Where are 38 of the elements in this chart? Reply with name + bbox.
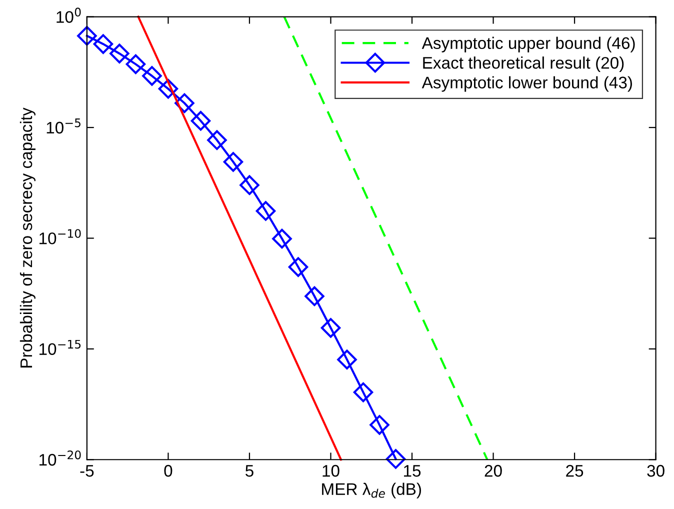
x-tick-label: 0 [164,464,172,477]
y-tick-label: 10$^{0}$ [56,8,81,23]
point [158,78,178,99]
point [142,66,162,86]
point [207,130,227,150]
point [223,152,244,172]
x-tick-label: 25 [566,464,584,477]
x-tick-label: 15 [404,465,421,477]
point [272,228,292,249]
point [353,382,374,402]
legend-label: Asymptotic upper bound (46) [422,36,635,52]
y-tick-label: 10$^{−10}$ [40,229,81,244]
point [386,449,406,469]
point [93,34,114,54]
point [370,415,390,435]
x-tick-label: 5 [246,465,254,477]
point [174,93,194,114]
x-tick-label: 20 [484,464,502,477]
point [256,201,276,221]
point [288,257,308,277]
point [110,44,130,64]
x-tick-label: 30 [647,464,664,477]
legend-label: Asymptotic lower bound (43) [422,76,632,92]
x-tick-label: -5 [80,465,94,477]
y-tick-label: 10$^{−15}$ [40,340,81,356]
point [240,175,260,195]
x-tick-label: 10 [322,464,340,477]
point [320,318,341,338]
y-axis-title: Probability of zero secrecy capacity [20,108,36,368]
point [126,54,146,74]
y-tick-label: 10$^{−20}$ [40,450,81,466]
point [337,350,357,370]
legend-label: Exact theoretical result (20) [423,56,624,72]
point [190,110,211,131]
x-axis-title: MER λ$_{de}$ (dB) [322,482,421,498]
point [304,286,324,306]
point [77,26,97,46]
y-tick-label: 10$^{−5}$ [46,118,80,134]
